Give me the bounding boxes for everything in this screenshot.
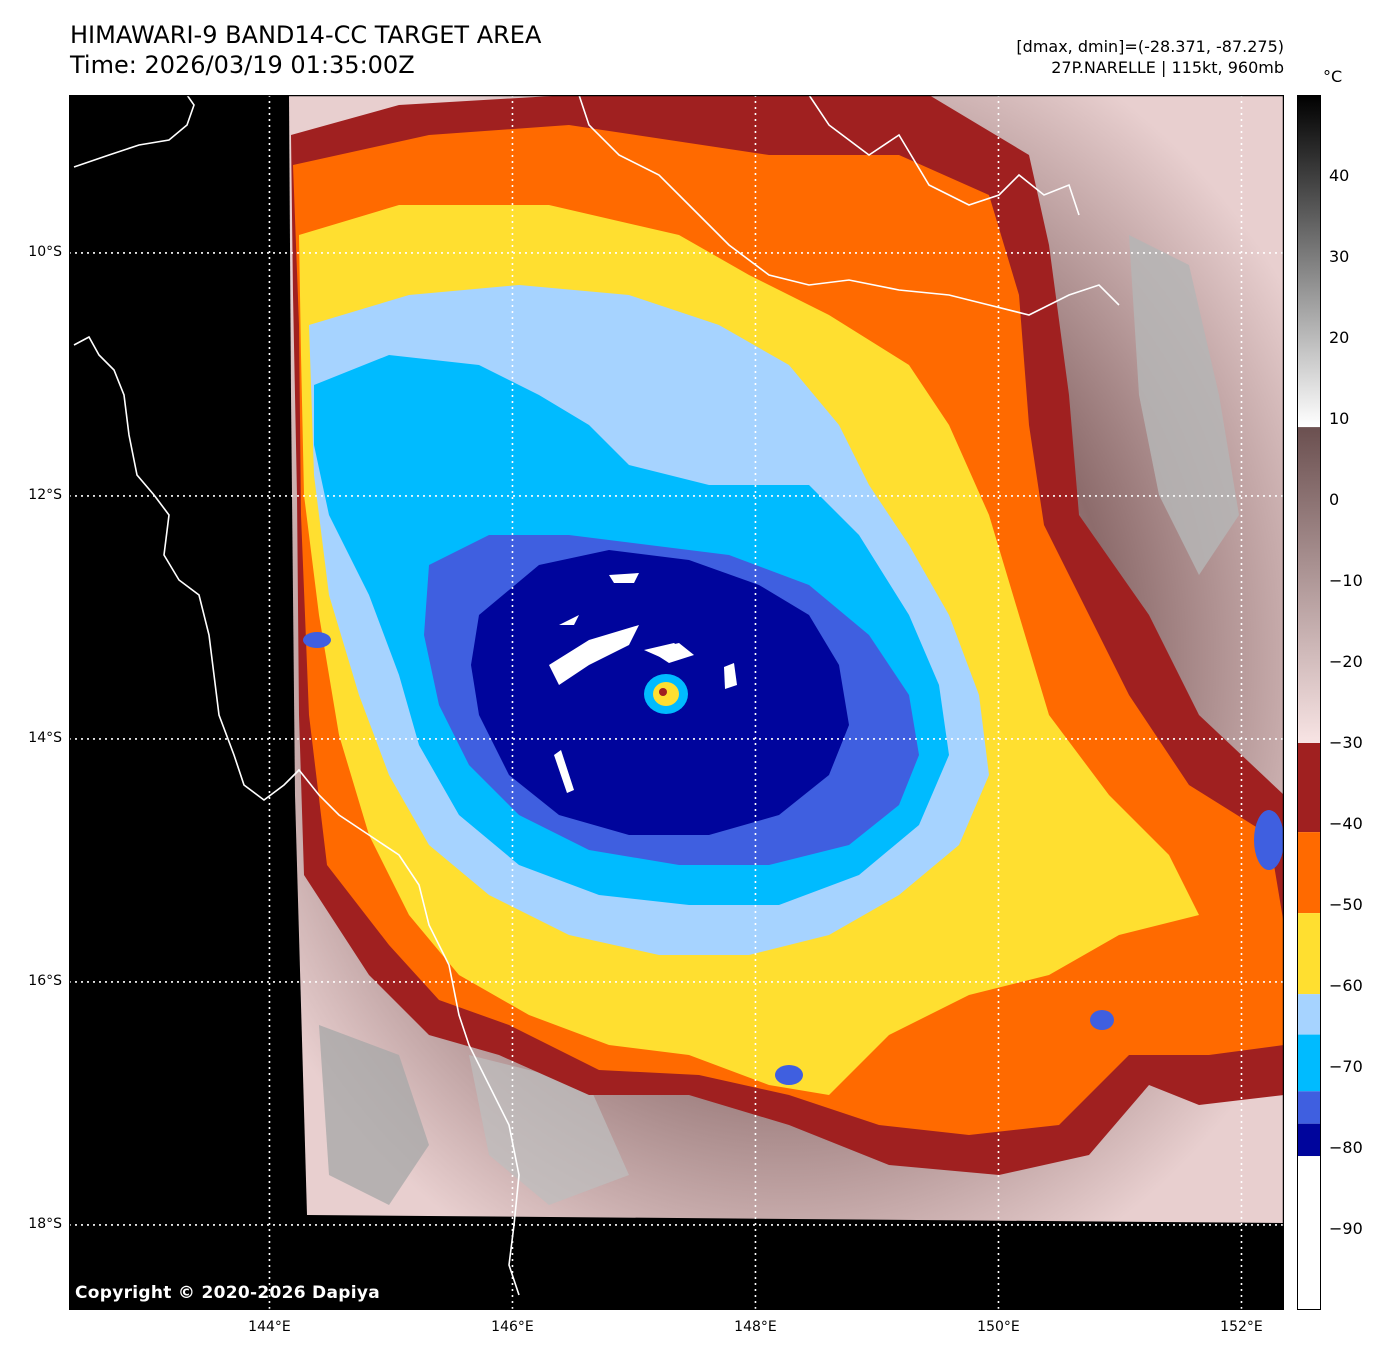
convective-cell xyxy=(775,1065,803,1085)
lon-tick-label: 146°E xyxy=(491,1319,534,1335)
colorbar-tick-label: −90 xyxy=(1329,1219,1363,1238)
colorbar-band xyxy=(1297,913,1321,995)
storm-eye[interactable] xyxy=(644,674,688,714)
colorbar-tick-label: −50 xyxy=(1329,895,1363,914)
satellite-map[interactable] xyxy=(69,95,1284,1310)
colorbar-band xyxy=(1297,427,1321,743)
colorbar-band xyxy=(1297,994,1321,1035)
colorbar-tick-label: −60 xyxy=(1329,976,1363,995)
colorbar-band xyxy=(1297,1091,1321,1124)
colorbar-tick-label: −40 xyxy=(1329,814,1363,833)
copyright-text: Copyright © 2020-2026 Dapiya xyxy=(75,1283,380,1303)
colorbar-band xyxy=(1297,95,1321,428)
coastline-png xyxy=(808,95,1080,216)
lat-tick-label: 10°S xyxy=(28,243,62,260)
colorbar-band xyxy=(1297,1034,1321,1092)
colorbar-tick-label: 40 xyxy=(1329,166,1350,185)
contour-minus81 xyxy=(549,625,639,685)
lon-tick-label: 150°E xyxy=(977,1319,1020,1335)
colorbar-band xyxy=(1297,1123,1321,1157)
storm-info: 27P.NARELLE | 115kt, 960mb xyxy=(1051,58,1284,77)
colorbar-unit: °C xyxy=(1323,67,1343,86)
colorbar-tick-label: −70 xyxy=(1329,1057,1363,1076)
colorbar-band xyxy=(1297,832,1321,914)
lat-tick-label: 14°S xyxy=(28,729,62,746)
lat-lon-grid xyxy=(69,95,1284,1310)
colorbar-tick-label: −10 xyxy=(1329,571,1363,590)
colorbar-tick-label: 0 xyxy=(1329,490,1340,509)
title: HIMAWARI-9 BAND14-CC TARGET AREA xyxy=(70,21,542,49)
colorbar-tick-label: 30 xyxy=(1329,247,1350,266)
lon-tick-label: 148°E xyxy=(734,1319,777,1335)
lon-tick-label: 144°E xyxy=(248,1319,291,1335)
lon-tick-label: 152°E xyxy=(1220,1319,1263,1335)
contour-minus81 xyxy=(554,750,574,793)
colorbar-tick-label: −30 xyxy=(1329,733,1363,752)
colorbar-tick-label: 10 xyxy=(1329,409,1350,428)
lat-tick-label: 16°S xyxy=(28,972,62,989)
lat-tick-label: 18°S xyxy=(28,1215,62,1232)
coastline-cape-york xyxy=(73,335,520,1296)
coastline-cape-york xyxy=(73,95,195,168)
convective-cell xyxy=(1090,1010,1114,1030)
data-range-readout: [dmax, dmin]=(-28.371, -87.275) xyxy=(1016,37,1284,56)
coastline-png xyxy=(578,95,1120,316)
colorbar-band xyxy=(1297,743,1321,833)
warm-patch-southwest xyxy=(319,1025,429,1205)
colorbar-tick-label: −80 xyxy=(1329,1138,1363,1157)
map-frame xyxy=(69,95,1284,1310)
contour-minus81 xyxy=(724,663,737,689)
contour-minus81 xyxy=(649,643,694,663)
colorbar xyxy=(1297,95,1321,1310)
timestamp: Time: 2026/03/19 01:35:00Z xyxy=(70,51,415,79)
lat-tick-label: 12°S xyxy=(28,486,62,503)
warm-patch-east xyxy=(1129,235,1239,575)
contour-minus81 xyxy=(609,573,639,583)
convective-cell xyxy=(303,632,331,648)
convective-cell xyxy=(1254,810,1284,870)
colorbar-tick-label: −20 xyxy=(1329,652,1363,671)
colorbar-tick-label: 20 xyxy=(1329,328,1350,347)
contour-minus81 xyxy=(559,615,579,625)
colorbar-band xyxy=(1297,1156,1321,1310)
